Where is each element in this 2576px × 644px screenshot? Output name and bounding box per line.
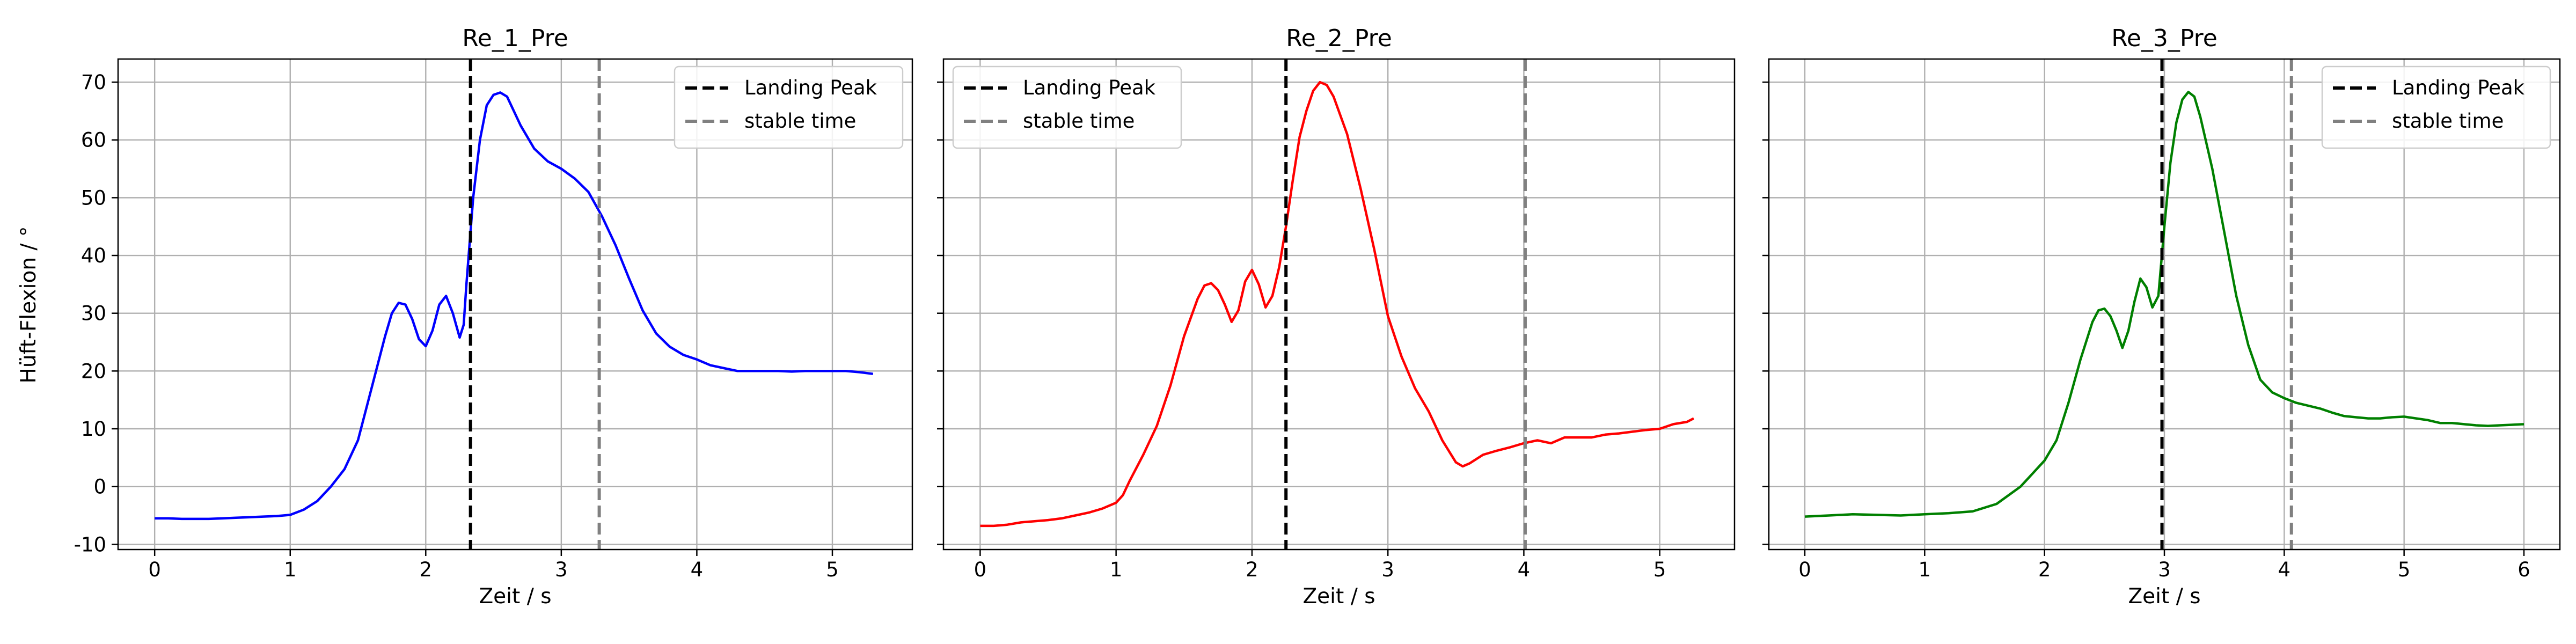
x-tick-label: 1 bbox=[284, 558, 297, 581]
y-tick-label: 30 bbox=[81, 302, 106, 325]
chart-panel-2: 0 1 2 3 4 5 Re_2_Pre Zeit / s Landing Peak stable… bbox=[937, 25, 1736, 609]
legend-label: stable time bbox=[744, 109, 856, 133]
x-tick-label: 2 bbox=[420, 558, 433, 581]
chart-title: Re_3_Pre bbox=[2111, 25, 2218, 52]
x-axis-label: Zeit / s bbox=[1302, 584, 1375, 609]
x-tick-label: 2 bbox=[1246, 558, 1258, 581]
y-tick-label: 60 bbox=[81, 129, 106, 152]
legend-box bbox=[674, 65, 904, 149]
legend-box bbox=[952, 65, 1182, 149]
chart-panel-1: 0 1 2 3 4 5 -10 0 10 20 30 40 50 60 70 Re_1_Pre Zeit / s… bbox=[74, 25, 913, 609]
x-tick-label: 1 bbox=[1919, 558, 1931, 581]
y-tick-label: 70 bbox=[81, 71, 106, 94]
x-tick-label: 4 bbox=[691, 558, 704, 581]
y-tick-label: 20 bbox=[81, 360, 106, 383]
y-tick-label: 0 bbox=[93, 475, 106, 499]
y-tick-label: -10 bbox=[74, 533, 106, 556]
chart-title: Re_1_Pre bbox=[462, 25, 568, 52]
x-tick-label: 6 bbox=[2518, 558, 2530, 581]
legend-label: Landing Peak bbox=[2392, 76, 2525, 99]
x-tick-label: 5 bbox=[826, 558, 839, 581]
y-tick-label: 50 bbox=[81, 186, 106, 209]
axes-frame bbox=[117, 58, 913, 551]
x-tick-label: 5 bbox=[1653, 558, 1666, 581]
series-line bbox=[1804, 91, 2524, 518]
chart-panel-3: 0 1 2 3 4 5 6 Re_3_Pre Zeit / s Landing Peak stabl… bbox=[1762, 25, 2561, 609]
legend: Landing Peak stable time bbox=[674, 65, 904, 149]
x-tick-label: 3 bbox=[555, 558, 568, 581]
legend-label: stable time bbox=[2392, 109, 2504, 133]
x-tick-label: 3 bbox=[1381, 558, 1394, 581]
x-tick-label: 1 bbox=[1110, 558, 1123, 581]
chart-title: Re_2_Pre bbox=[1286, 25, 1392, 52]
x-axis-label: Zeit / s bbox=[2128, 584, 2200, 609]
x-tick-label: 3 bbox=[2158, 558, 2171, 581]
y-tick-label: 40 bbox=[81, 244, 106, 267]
x-tick-label: 0 bbox=[974, 558, 987, 581]
legend-box bbox=[2321, 65, 2551, 149]
x-tick-label: 0 bbox=[1798, 558, 1811, 581]
x-tick-label: 5 bbox=[2398, 558, 2411, 581]
x-tick-label: 0 bbox=[148, 558, 161, 581]
series-line bbox=[155, 91, 874, 521]
x-tick-label: 4 bbox=[1518, 558, 1531, 581]
legend: Landing Peak stable time bbox=[952, 65, 1182, 149]
figure-ylabel: Hüft-Flexion / ° bbox=[17, 226, 41, 384]
x-tick-label: 4 bbox=[2278, 558, 2291, 581]
y-tick-label: 10 bbox=[81, 418, 106, 441]
legend-label: stable time bbox=[1023, 109, 1135, 133]
x-tick-label: 2 bbox=[2038, 558, 2051, 581]
legend-label: Landing Peak bbox=[744, 76, 877, 99]
legend-label: Landing Peak bbox=[1023, 76, 1156, 99]
legend: Landing Peak stable time bbox=[2321, 65, 2551, 149]
axes-frame bbox=[942, 58, 1736, 551]
x-axis-label: Zeit / s bbox=[479, 584, 551, 609]
series-line bbox=[980, 80, 1695, 528]
